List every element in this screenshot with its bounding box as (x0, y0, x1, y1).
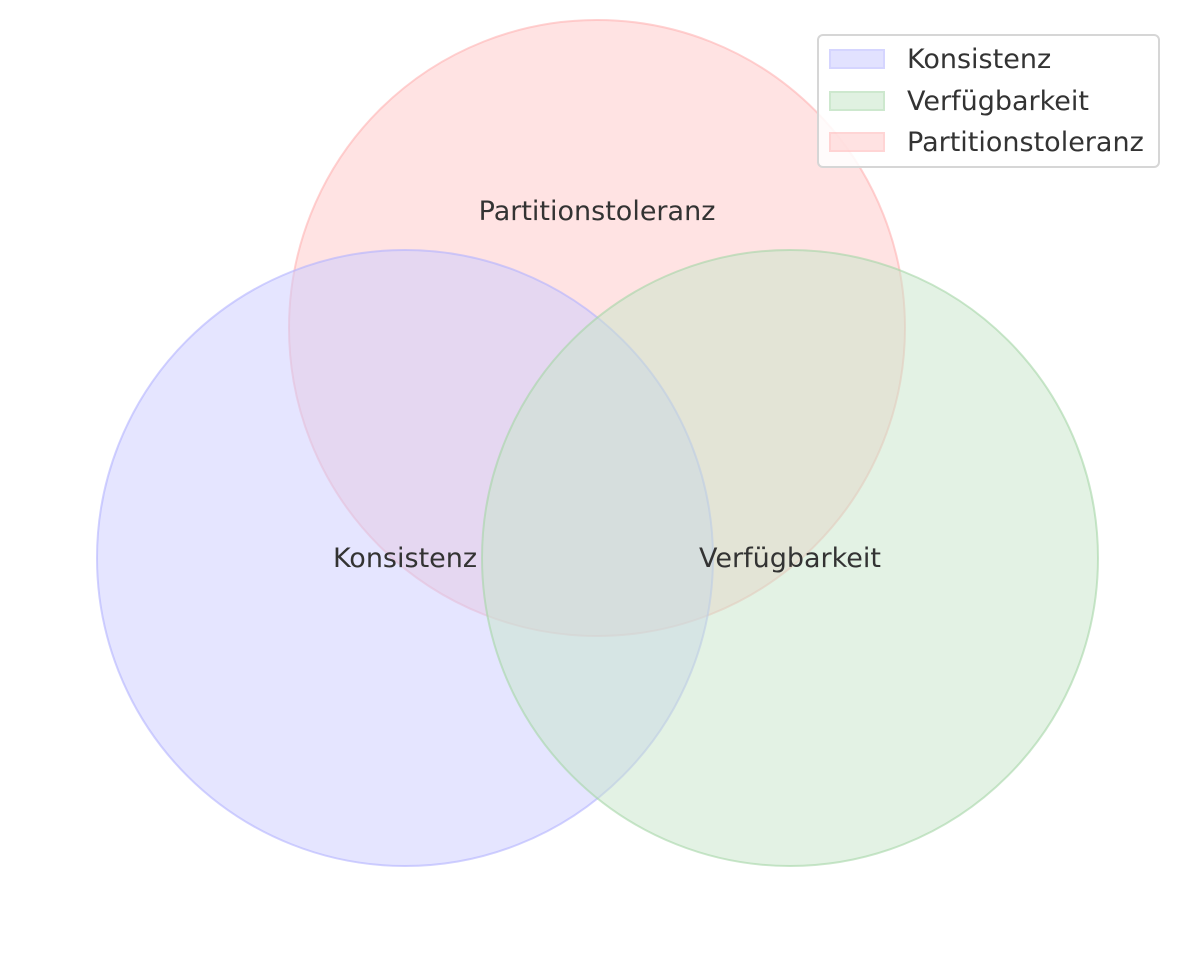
partition-tolerance-label: Partitionstoleranz (479, 196, 716, 227)
legend-swatch-availability (829, 91, 885, 111)
legend-item-consistency: Konsistenz (829, 43, 1052, 75)
legend: Konsistenz Verfügbarkeit Partitionstoler… (817, 34, 1160, 168)
legend-swatch-partition-tolerance (829, 132, 885, 152)
legend-item-partition-tolerance: Partitionstoleranz (829, 126, 1144, 158)
availability-label: Verfügbarkeit (699, 543, 881, 574)
legend-label-consistency: Konsistenz (907, 43, 1052, 75)
legend-swatch-consistency (829, 49, 885, 69)
legend-label-availability: Verfügbarkeit (907, 85, 1089, 117)
consistency-label: Konsistenz (333, 543, 477, 574)
legend-item-availability: Verfügbarkeit (829, 85, 1089, 117)
availability-circle (481, 249, 1099, 867)
legend-label-partition-tolerance: Partitionstoleranz (907, 126, 1144, 158)
